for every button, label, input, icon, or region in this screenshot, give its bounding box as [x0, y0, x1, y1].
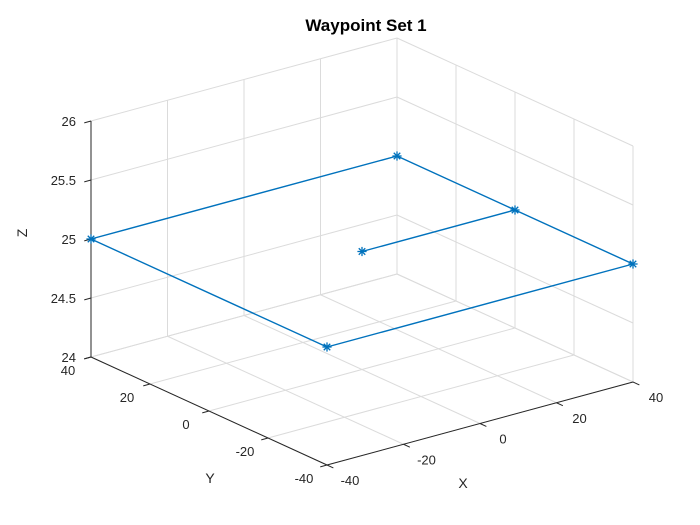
left-wall-grid-line: [90, 37, 398, 122]
waypoint-marker: [357, 246, 367, 257]
tick-label: -20: [417, 452, 436, 467]
y-axis-label: Y: [205, 470, 215, 486]
tick-label: 20: [572, 411, 586, 426]
x-axis-tick: [632, 381, 640, 386]
marker-stroke: [629, 260, 637, 268]
x-axis-tick: [556, 402, 564, 407]
marker-stroke: [323, 343, 331, 351]
left-wall-grid-line: [90, 273, 398, 358]
left-wall-grid-line: [90, 214, 398, 299]
marker-stroke: [511, 206, 519, 214]
y-axis-tick: [320, 464, 328, 468]
right-wall-grid-line: [396, 214, 634, 324]
tick-label: 26: [62, 114, 76, 129]
y-axis-tick: [202, 410, 210, 414]
tick-label: 25: [62, 232, 76, 247]
right-wall-grid-line: [396, 37, 634, 147]
floor-grid-line: [149, 300, 457, 385]
waypoint-marker: [322, 342, 332, 352]
floor-grid-line: [267, 354, 575, 439]
tick-label: 40: [649, 390, 663, 405]
tick-label: -40: [295, 471, 314, 486]
y-axis-tick: [143, 383, 151, 387]
tick-label: 20: [120, 390, 134, 405]
tick-label: 25.5: [51, 173, 76, 188]
plot-title: Waypoint Set 1: [305, 16, 426, 35]
tick-label: 0: [499, 432, 506, 447]
waypoint-marker: [86, 234, 96, 244]
floor-grid-line: [208, 327, 516, 412]
x-axis-label: X: [458, 475, 468, 491]
left-wall-grid-line: [90, 96, 398, 181]
z-axis-tick: [84, 120, 92, 124]
tick-label: 0: [182, 417, 189, 432]
x-axis-tick: [326, 464, 334, 469]
x-axis-tick: [479, 423, 487, 427]
tick-label: -40: [341, 473, 360, 488]
z-axis-tick: [84, 179, 92, 183]
waypoint-marker: [510, 205, 520, 215]
tick-label: 24: [62, 350, 76, 365]
tick-label: 24.5: [51, 291, 76, 306]
y-axis-tick: [261, 437, 269, 441]
marker-stroke: [87, 235, 95, 243]
right-wall-grid-line: [396, 96, 634, 206]
tick-label: 40: [61, 363, 75, 378]
tick-label: -20: [236, 444, 255, 459]
z-axis-tick: [84, 356, 92, 360]
waypoint-marker: [392, 151, 402, 161]
waypoint-series: [86, 151, 638, 352]
marker-stroke: [393, 152, 401, 160]
label-layer: Waypoint Set 1 X Y Z: [14, 16, 468, 491]
z-axis-label: Z: [14, 228, 30, 237]
x-axis-tick: [403, 443, 411, 448]
right-wall-grid-line: [396, 273, 634, 383]
waypoint-marker: [628, 259, 638, 269]
z-axis-tick: [84, 297, 92, 301]
marker-stroke: [358, 247, 366, 256]
